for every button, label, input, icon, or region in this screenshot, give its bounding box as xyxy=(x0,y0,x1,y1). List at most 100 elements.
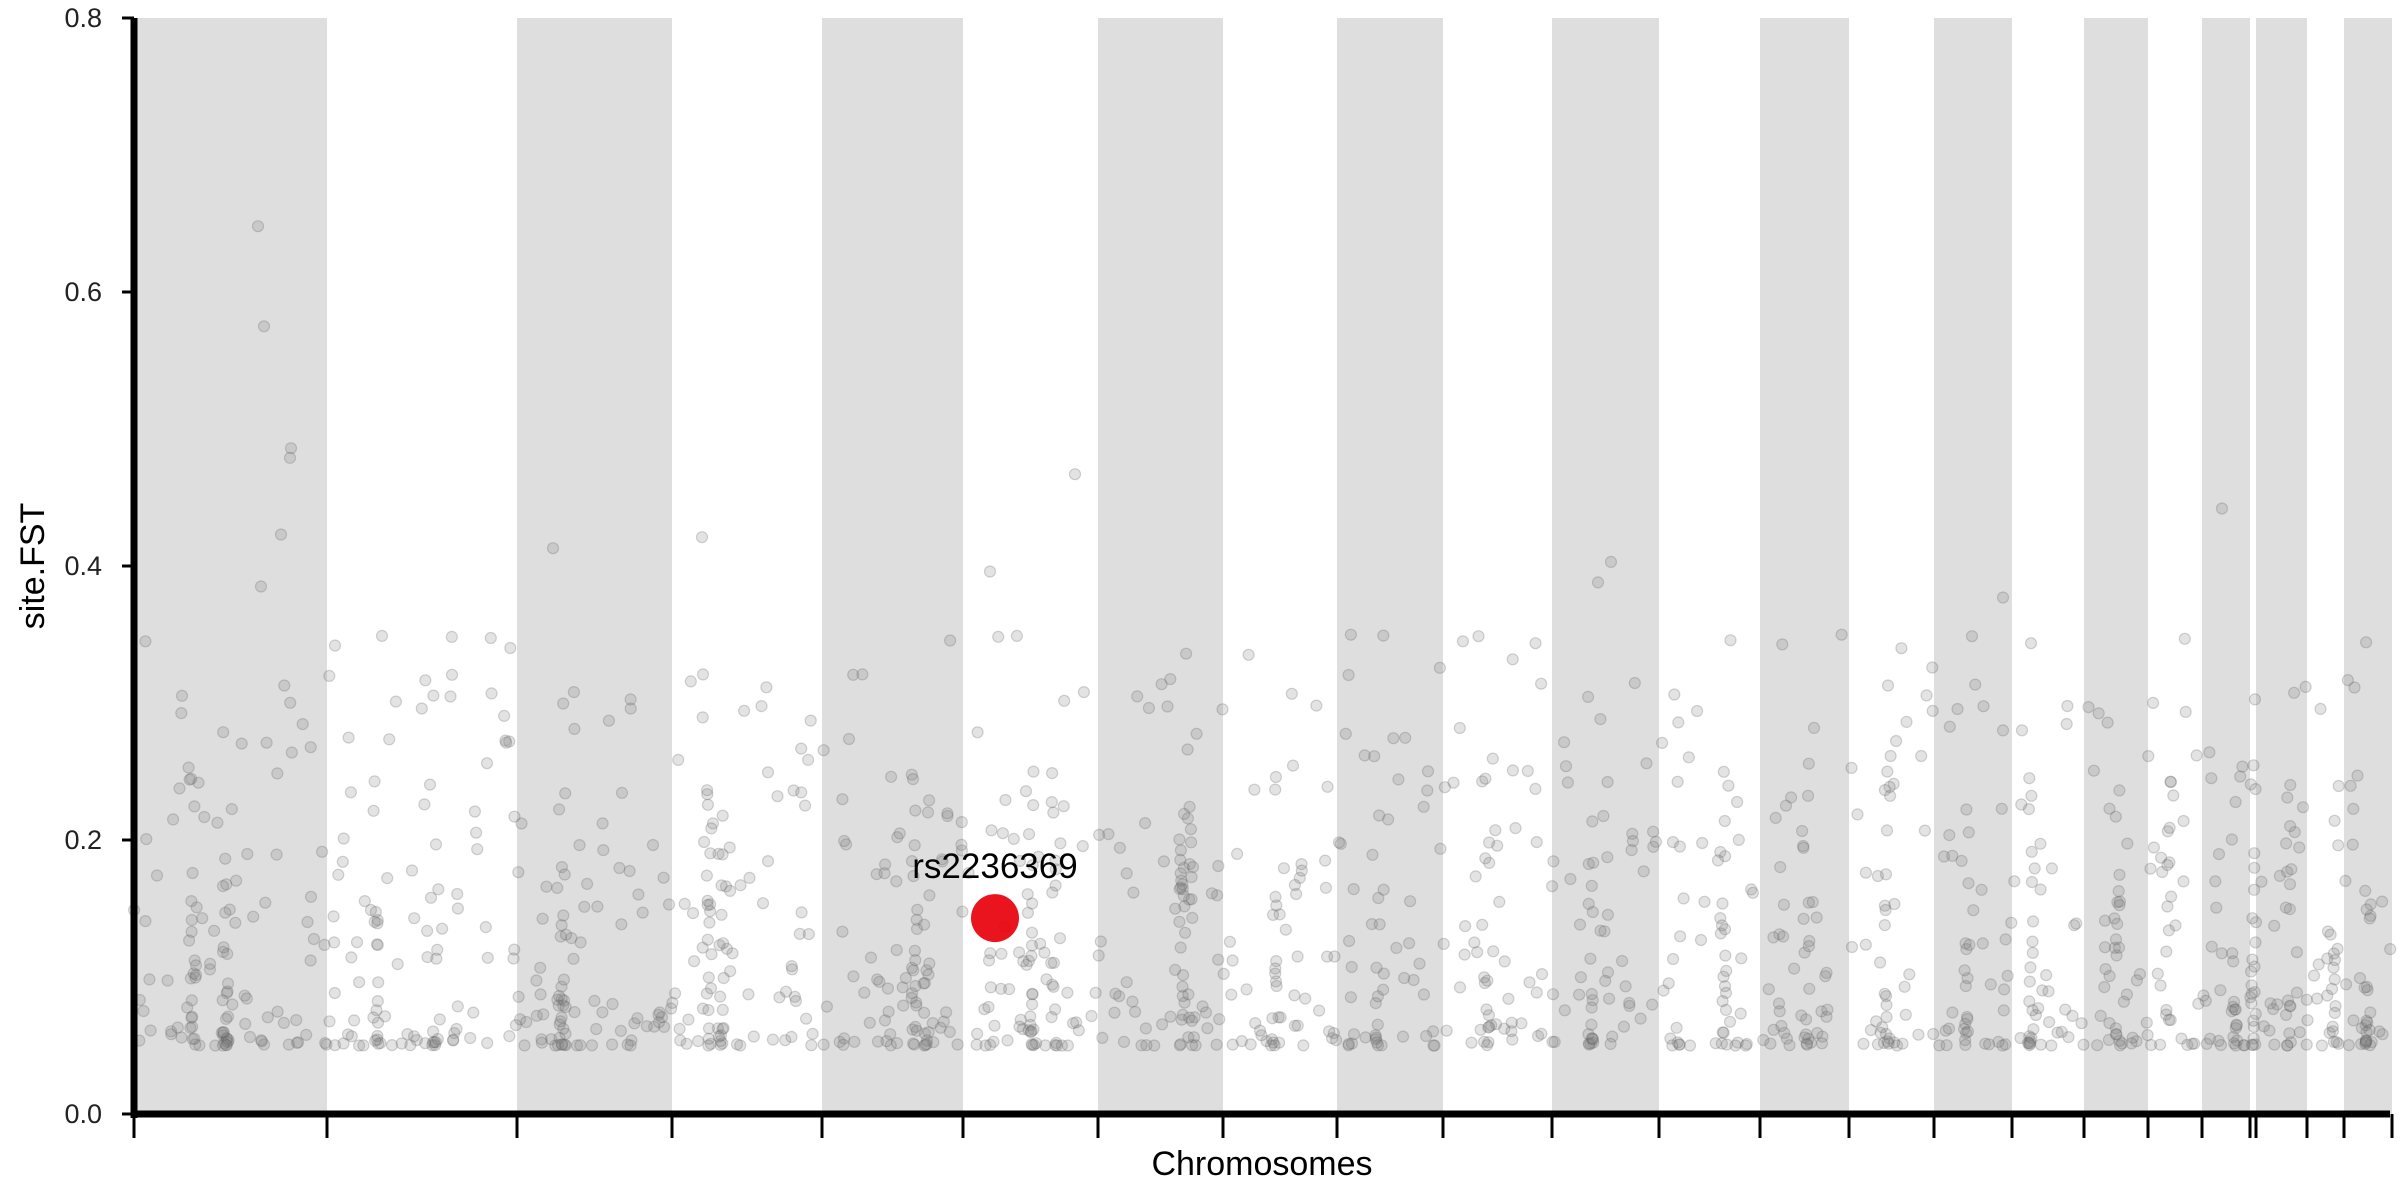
snp-point xyxy=(585,1039,599,1052)
snp-point xyxy=(2360,1026,2373,1039)
snp-point xyxy=(1961,1025,1975,1038)
snp-point xyxy=(415,702,428,715)
snp-point xyxy=(863,1016,876,1029)
snp-point xyxy=(1962,877,1975,890)
snp-point xyxy=(1585,1032,1599,1045)
snp-point xyxy=(737,704,751,717)
snp-point xyxy=(1502,992,1515,1005)
snp-point xyxy=(1026,987,1039,1001)
snp-point xyxy=(696,711,709,724)
snp-point xyxy=(1255,1029,1268,1042)
snp-point xyxy=(2144,862,2157,875)
snp-point xyxy=(2236,760,2249,773)
snp-point xyxy=(1178,926,1192,939)
snp-point xyxy=(674,1034,687,1047)
snp-point xyxy=(182,761,195,774)
snp-point xyxy=(896,981,909,994)
snp-point xyxy=(1050,1036,1063,1050)
snp-point xyxy=(624,702,637,715)
snp-point xyxy=(2363,912,2376,925)
snp-point xyxy=(1586,1033,1600,1046)
snp-point xyxy=(908,1038,921,1051)
snp-point xyxy=(1342,668,1355,682)
snp-point xyxy=(1053,932,1067,945)
snp-point xyxy=(1273,908,1286,921)
snp-point xyxy=(451,1000,464,1013)
snp-point xyxy=(672,753,685,767)
snp-point xyxy=(706,817,720,830)
snp-point xyxy=(880,1034,893,1048)
snp-point xyxy=(427,1025,440,1038)
snp-point xyxy=(878,867,891,880)
snp-point xyxy=(2197,989,2210,1002)
snp-point xyxy=(1027,1023,1040,1036)
snp-point xyxy=(220,878,233,891)
snp-point xyxy=(217,1029,230,1042)
snp-point xyxy=(371,938,384,952)
snp-point xyxy=(1182,1031,1195,1044)
snp-point xyxy=(1772,997,1786,1010)
snp-point xyxy=(257,320,271,333)
chromosome-band xyxy=(134,18,327,1114)
snp-point xyxy=(795,742,808,755)
snp-point xyxy=(2364,898,2377,911)
snp-point xyxy=(1178,900,1191,913)
snp-point xyxy=(1557,736,1571,749)
snp-point xyxy=(344,786,357,799)
snp-point xyxy=(1177,861,1191,875)
snp-point xyxy=(1046,978,1059,991)
snp-point xyxy=(1168,963,1182,977)
snp-point xyxy=(1029,1037,1043,1050)
snp-point xyxy=(726,947,739,960)
snp-point xyxy=(2113,899,2126,912)
snp-point xyxy=(2238,1039,2251,1052)
snp-point xyxy=(2025,875,2039,889)
snp-point xyxy=(1961,1012,1974,1026)
snp-point xyxy=(697,835,711,849)
snp-point xyxy=(1347,1028,1361,1041)
snp-point xyxy=(696,668,710,681)
snp-point xyxy=(994,982,1008,995)
snp-point xyxy=(217,1026,230,1039)
snp-point xyxy=(1803,934,1816,948)
snp-point xyxy=(1249,1016,1262,1030)
snp-point xyxy=(1586,905,1599,919)
snp-point xyxy=(2290,946,2303,959)
snp-point xyxy=(1800,1038,1814,1051)
snp-point xyxy=(984,1038,997,1052)
snp-point xyxy=(1268,1039,1281,1052)
y-axis-label: site.FST xyxy=(14,503,52,630)
snp-point xyxy=(557,697,570,710)
snp-point xyxy=(508,810,521,823)
snp-point xyxy=(1717,765,1730,778)
snp-point xyxy=(701,933,714,946)
snp-point xyxy=(1946,849,1959,862)
snp-point xyxy=(1619,980,1632,993)
snp-point xyxy=(1657,984,1670,997)
snp-point xyxy=(1186,911,1199,925)
snp-point xyxy=(606,997,619,1011)
snp-point xyxy=(1173,833,1186,846)
snp-point xyxy=(1506,764,1520,777)
snp-point xyxy=(1880,824,1894,837)
snp-point xyxy=(464,1031,477,1045)
snp-point xyxy=(375,629,389,643)
snp-point xyxy=(1265,1033,1279,1046)
snp-point xyxy=(1716,1026,1729,1039)
snp-point xyxy=(1573,918,1587,931)
snp-point xyxy=(1873,956,1887,969)
snp-point xyxy=(530,974,543,987)
snp-point xyxy=(921,806,935,819)
snp-point xyxy=(1085,1009,1098,1023)
snp-point xyxy=(1671,1036,1684,1049)
snp-point xyxy=(1716,897,1729,910)
snp-point xyxy=(1174,941,1187,954)
snp-point xyxy=(1780,1032,1794,1045)
snp-point xyxy=(481,1036,494,1050)
snp-point xyxy=(1594,924,1607,937)
snp-point xyxy=(1342,1037,1355,1051)
snp-point xyxy=(1959,1026,1973,1040)
snp-point xyxy=(714,1038,727,1052)
snp-point xyxy=(1269,890,1282,904)
snp-point xyxy=(1332,836,1346,849)
